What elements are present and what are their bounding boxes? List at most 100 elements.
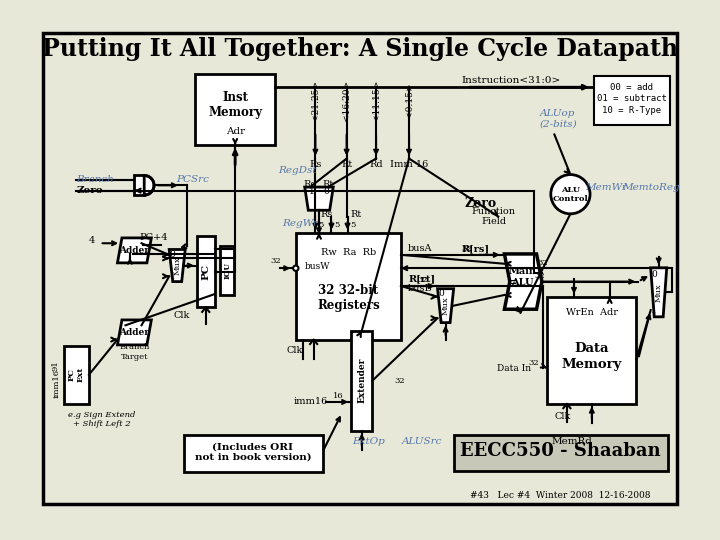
Text: MemWr: MemWr xyxy=(585,183,627,192)
Text: 32: 32 xyxy=(417,276,428,284)
Polygon shape xyxy=(505,254,542,309)
Text: 01 = subtract: 01 = subtract xyxy=(597,94,667,103)
Text: 10 = R-Type: 10 = R-Type xyxy=(603,106,662,115)
Polygon shape xyxy=(195,74,275,145)
Text: 5: 5 xyxy=(350,221,356,229)
Circle shape xyxy=(293,266,299,271)
Text: imm16: imm16 xyxy=(294,397,328,407)
Polygon shape xyxy=(64,346,89,404)
Text: 32: 32 xyxy=(535,272,546,280)
Text: 1: 1 xyxy=(309,187,315,196)
Text: R[rs]: R[rs] xyxy=(462,244,490,253)
Text: Branch
Target: Branch Target xyxy=(120,343,150,361)
Polygon shape xyxy=(184,435,323,472)
Text: PC: PC xyxy=(202,264,210,280)
Text: 5: 5 xyxy=(318,221,323,229)
Text: Imm 16: Imm 16 xyxy=(390,160,428,169)
Text: Instruction<31:0>: Instruction<31:0> xyxy=(462,77,561,85)
Text: WrEn  Adr: WrEn Adr xyxy=(566,308,618,318)
Text: e.g Sign Extend
+ Shift Left 2: e.g Sign Extend + Shift Left 2 xyxy=(68,411,135,428)
Text: Mux: Mux xyxy=(174,256,181,275)
Text: Clk: Clk xyxy=(174,311,189,320)
Text: (Includes ORI
not in book version): (Includes ORI not in book version) xyxy=(194,442,311,462)
Text: 0: 0 xyxy=(438,289,444,298)
Text: Mux: Mux xyxy=(654,283,662,302)
Text: ExtOp: ExtOp xyxy=(353,437,385,445)
Text: Registers: Registers xyxy=(317,299,379,312)
Polygon shape xyxy=(296,233,401,340)
Text: Data: Data xyxy=(575,342,609,355)
Polygon shape xyxy=(351,330,372,430)
Text: MemRd: MemRd xyxy=(552,437,593,445)
Text: MemtoReg: MemtoReg xyxy=(622,183,680,192)
Text: Function
Field: Function Field xyxy=(472,207,516,226)
Text: Clk: Clk xyxy=(554,411,570,421)
Text: busA: busA xyxy=(408,244,433,253)
Text: PC
Ext: PC Ext xyxy=(68,367,85,382)
Text: RegDst: RegDst xyxy=(279,166,317,174)
Text: 16: 16 xyxy=(333,392,344,400)
Text: Mux: Mux xyxy=(441,296,449,315)
Text: imm16: imm16 xyxy=(53,369,60,398)
Text: <21:25>: <21:25> xyxy=(311,80,320,121)
Polygon shape xyxy=(169,249,185,281)
Text: R[rt]: R[rt] xyxy=(408,274,436,284)
Text: 1: 1 xyxy=(170,272,176,281)
Text: busB: busB xyxy=(408,284,433,293)
Polygon shape xyxy=(220,246,234,295)
Text: Rt: Rt xyxy=(350,210,361,219)
Circle shape xyxy=(551,174,590,214)
Text: 32: 32 xyxy=(271,257,282,265)
Text: 5: 5 xyxy=(334,221,340,229)
Text: ALU
Control: ALU Control xyxy=(552,186,588,203)
Text: 32: 32 xyxy=(528,359,539,367)
Text: Rt: Rt xyxy=(323,180,333,189)
Text: Adder: Adder xyxy=(120,328,150,337)
Text: Memory: Memory xyxy=(562,358,622,371)
Polygon shape xyxy=(438,289,454,322)
Text: 0: 0 xyxy=(652,270,657,279)
Text: 91: 91 xyxy=(51,361,59,371)
Polygon shape xyxy=(651,268,667,317)
Text: Rd: Rd xyxy=(369,160,383,169)
Text: 32: 32 xyxy=(462,246,472,253)
Text: RegWr: RegWr xyxy=(282,219,318,228)
Text: IOU: IOU xyxy=(223,262,231,279)
Polygon shape xyxy=(547,297,636,404)
Polygon shape xyxy=(144,176,154,195)
Polygon shape xyxy=(42,33,678,504)
Text: <0:15>: <0:15> xyxy=(405,83,413,118)
Text: Rw  Ra  Rb: Rw Ra Rb xyxy=(321,248,376,256)
Text: 1: 1 xyxy=(438,314,444,322)
Text: 32 32-bit: 32 32-bit xyxy=(318,284,379,297)
Text: Zero: Zero xyxy=(76,186,103,195)
Text: Branch: Branch xyxy=(76,174,114,184)
Text: 1: 1 xyxy=(652,306,657,315)
Text: Rs: Rs xyxy=(309,160,322,169)
Text: Rt: Rt xyxy=(341,160,352,169)
Text: Data In: Data In xyxy=(497,363,531,373)
Text: #43   Lec #4  Winter 2008  12-16-2008: #43 Lec #4 Winter 2008 12-16-2008 xyxy=(470,491,651,500)
Polygon shape xyxy=(117,238,151,263)
Text: 0: 0 xyxy=(170,251,176,259)
Text: Rd: Rd xyxy=(303,180,317,189)
Text: 0: 0 xyxy=(323,187,329,196)
Text: =: = xyxy=(506,277,517,290)
Polygon shape xyxy=(197,236,215,307)
Text: Putting It All Together: A Single Cycle Datapath: Putting It All Together: A Single Cycle … xyxy=(42,37,678,61)
Text: ALUop
(2-bits): ALUop (2-bits) xyxy=(539,109,577,128)
Text: Clk: Clk xyxy=(287,346,303,355)
Text: PCSrc: PCSrc xyxy=(176,174,209,184)
Text: Main
ALU: Main ALU xyxy=(508,267,536,287)
Text: EECC550 - Shaaban: EECC550 - Shaaban xyxy=(460,442,661,460)
Text: <11:15>: <11:15> xyxy=(372,80,381,122)
Polygon shape xyxy=(454,435,667,471)
Text: PC+4: PC+4 xyxy=(140,233,168,242)
Text: busW: busW xyxy=(305,262,330,271)
Text: Adr: Adr xyxy=(225,127,245,136)
Polygon shape xyxy=(305,187,333,210)
Text: <16:20>: <16:20> xyxy=(342,80,351,121)
Text: 00 = add: 00 = add xyxy=(611,83,654,92)
Polygon shape xyxy=(135,176,144,195)
Polygon shape xyxy=(593,76,670,125)
